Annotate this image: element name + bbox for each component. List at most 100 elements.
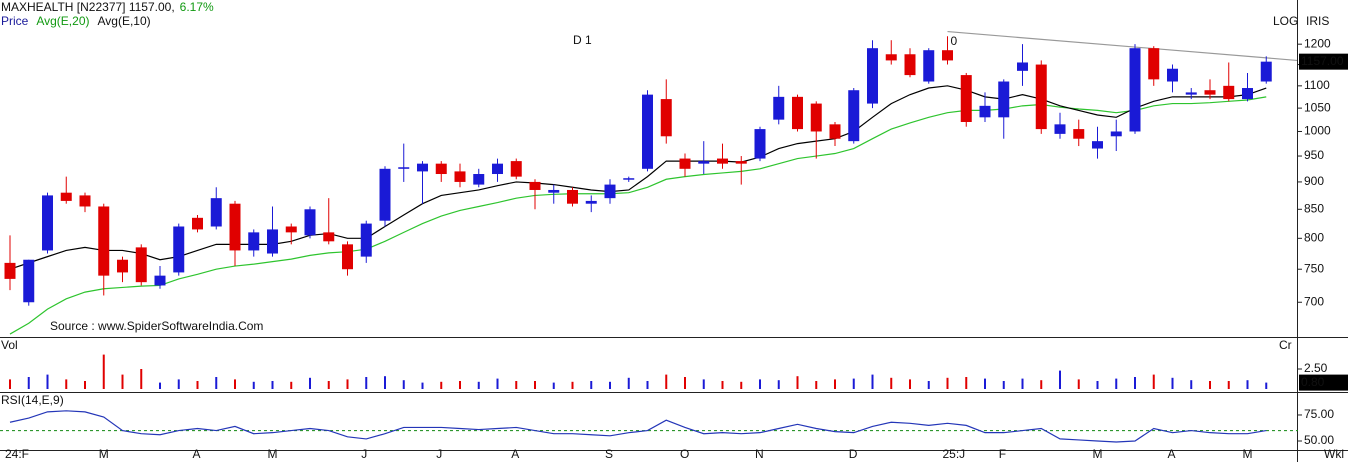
volume-bar <box>665 374 668 389</box>
x-tick-label: A <box>511 447 519 461</box>
candle-body <box>323 232 335 242</box>
volume-bar <box>534 381 536 389</box>
volume-bar <box>327 381 330 389</box>
candle-body <box>1054 124 1066 134</box>
candle-body <box>1017 62 1028 71</box>
volume-bar <box>121 374 124 389</box>
legend-price: Price <box>1 14 29 28</box>
source-label: Source : www.SpiderSoftwareIndia.Com <box>50 319 263 333</box>
legend-ema10: Avg(E,10) <box>97 14 150 28</box>
volume-bar <box>1040 380 1043 389</box>
candle-body <box>1110 131 1122 137</box>
y-tick-label: 700 <box>1304 294 1324 308</box>
volume-bar <box>9 379 11 389</box>
volume-bar <box>309 377 311 389</box>
volume-bar <box>196 381 199 389</box>
y-tick-label: 900 <box>1304 174 1324 188</box>
volume-bar <box>609 381 611 389</box>
candle-body <box>567 189 578 204</box>
candle-body <box>417 163 428 172</box>
volume-bar <box>46 374 49 389</box>
candle-body <box>492 163 503 175</box>
candle-body <box>210 198 222 227</box>
volume-bar <box>27 377 30 389</box>
last-value-box <box>1299 53 1348 70</box>
change-label: 6.17% <box>180 0 214 14</box>
volume-bar <box>1209 381 1211 389</box>
candle-body <box>304 209 316 236</box>
candle-body <box>98 206 110 276</box>
candle-body <box>1204 90 1216 95</box>
candle-body <box>267 229 278 254</box>
x-tick-label: M <box>99 447 109 461</box>
volume-bar <box>159 382 161 389</box>
volume-bar <box>627 377 630 389</box>
candle-body <box>473 174 485 185</box>
volume-bar <box>852 378 855 389</box>
y-tick-label: 850 <box>1304 201 1324 215</box>
volume-bar <box>215 377 218 389</box>
interval-x-label: Wkl <box>1324 447 1344 461</box>
candle-body <box>923 50 935 82</box>
volume-bar <box>477 381 480 389</box>
candle-body <box>154 275 166 286</box>
candle-body <box>717 158 728 164</box>
volume-bar <box>1265 382 1268 389</box>
candle-body <box>735 161 747 164</box>
candle-body <box>379 168 391 221</box>
x-tick-label: F <box>999 447 1006 461</box>
candle-body <box>1167 68 1178 82</box>
volume-bar <box>815 381 818 389</box>
volume-bar <box>384 376 386 389</box>
candle-body <box>585 200 597 204</box>
x-tick-label: 25:J <box>943 447 966 461</box>
volume-bar <box>984 378 986 389</box>
candle-body <box>642 94 653 169</box>
y-tick-label: 950 <box>1304 148 1324 162</box>
candle-body <box>192 217 203 230</box>
y-tick-label: 1000 <box>1304 124 1331 138</box>
candle-body <box>792 96 803 130</box>
candle-body <box>1148 48 1160 80</box>
volume-bar <box>252 381 255 389</box>
x-tick-label: O <box>680 447 689 461</box>
candle-body <box>1129 48 1141 132</box>
last-value-box <box>1299 374 1348 391</box>
candle-body <box>510 161 522 177</box>
scale-label: LOG <box>1273 14 1298 28</box>
volume-bar <box>909 379 911 389</box>
volume-bar <box>402 380 405 389</box>
candle-body <box>117 259 128 273</box>
volume-bar <box>1152 374 1155 389</box>
volume-bar <box>1171 377 1174 389</box>
volume-bar <box>1134 377 1136 389</box>
candle-body <box>1242 88 1253 100</box>
volume-bar <box>890 377 893 389</box>
trend-line-label: 0 <box>951 34 958 48</box>
x-tick-label: D <box>849 447 858 461</box>
candle-body <box>810 103 822 132</box>
volume-bar <box>834 379 836 389</box>
volume-bar <box>234 379 236 389</box>
volume-bar <box>1077 379 1080 389</box>
x-tick-label: J <box>361 447 367 461</box>
x-tick-label: M <box>1093 447 1103 461</box>
volume-bar <box>871 374 874 389</box>
y-tick-label: 800 <box>1304 230 1324 244</box>
volume-bar <box>1246 380 1249 389</box>
candle-body <box>773 96 785 120</box>
candle-body <box>979 105 991 118</box>
candle-body <box>1260 61 1272 82</box>
candle-body <box>848 90 860 142</box>
y-tick-label: 1100 <box>1304 78 1330 92</box>
candle-body <box>548 189 560 193</box>
candle-body <box>398 167 410 169</box>
volume-bar <box>702 379 705 389</box>
candle-body <box>885 54 897 61</box>
volume-bar <box>140 369 143 389</box>
volume-bar <box>721 381 724 389</box>
candle-body <box>754 129 766 159</box>
volume-bar <box>102 354 105 389</box>
volume-bar <box>177 379 180 389</box>
